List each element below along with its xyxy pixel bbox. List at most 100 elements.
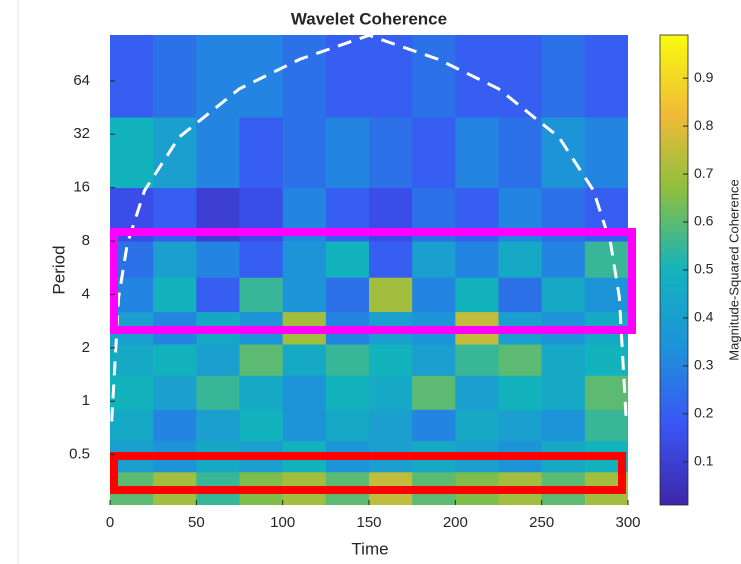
heatmap-cell <box>153 375 197 410</box>
heatmap-cell <box>455 375 499 410</box>
heatmap-cell <box>196 117 240 189</box>
x-tick-label: 250 <box>529 514 554 531</box>
heatmap-cell <box>412 117 456 189</box>
x-axis-label: Time <box>351 539 388 558</box>
heatmap-cell <box>541 241 586 278</box>
x-tick-label: 150 <box>356 514 381 531</box>
heatmap-cell <box>498 344 543 376</box>
y-tick-label: 1 <box>82 392 90 409</box>
heatmap-cell <box>282 277 327 313</box>
heatmap-cell <box>584 117 628 189</box>
heatmap-cell <box>541 344 586 376</box>
heatmap-cell <box>110 35 154 118</box>
cone-of-influence <box>110 35 628 422</box>
heatmap-cell <box>498 277 543 313</box>
heatmap-cell <box>239 409 284 442</box>
heatmap-cell <box>110 344 154 376</box>
heatmap-cell <box>584 409 628 442</box>
heatmap-cell <box>369 117 413 189</box>
heatmap-cell <box>498 117 543 189</box>
heatmap-cell <box>282 375 327 410</box>
colorbar-tick-label: 0.2 <box>694 405 714 421</box>
heatmap-cell <box>369 409 413 442</box>
heatmap-cell <box>282 35 327 118</box>
heatmap-cell <box>498 375 543 410</box>
y-tick-label: 0.5 <box>69 446 90 463</box>
colorbar-tick-label: 0.9 <box>694 69 714 85</box>
heatmap-cell <box>369 277 413 313</box>
heatmap-cell <box>282 409 327 442</box>
heatmap-cell <box>239 35 284 118</box>
y-tick-label: 64 <box>73 72 90 89</box>
heatmap-cell <box>584 277 628 313</box>
heatmap-cell <box>412 375 456 410</box>
heatmap-cell <box>239 344 284 376</box>
heatmap-cell <box>196 35 240 118</box>
highlight-box-red <box>110 452 626 494</box>
heatmap-cell <box>455 241 499 278</box>
y-axis-label: Period <box>49 245 68 294</box>
heatmap-cell <box>541 375 586 410</box>
heatmap-cell <box>412 409 456 442</box>
heatmap-cell <box>584 375 628 410</box>
heatmap-cell <box>239 117 284 189</box>
colorbar-tick-label: 0.3 <box>694 357 714 373</box>
heatmap-cell <box>153 35 197 118</box>
colorbar-tick-label: 0.6 <box>694 213 714 229</box>
y-tick-label: 2 <box>82 339 90 356</box>
x-tick-label: 300 <box>615 514 640 531</box>
heatmap-cell <box>282 241 327 278</box>
heatmap-cell <box>584 344 628 376</box>
x-tick-label: 200 <box>443 514 468 531</box>
cone-of-influence-group <box>110 35 628 422</box>
heatmap-cell <box>110 409 154 442</box>
heatmap-cell <box>584 241 628 278</box>
heatmap-cell <box>498 35 543 118</box>
heatmap-cell <box>412 344 456 376</box>
heatmap-cell <box>153 277 197 313</box>
heatmap-cell <box>325 277 370 313</box>
colorbar-tick-label: 0.1 <box>694 453 714 469</box>
heatmap-cell <box>412 241 456 278</box>
heatmap-cell <box>584 35 628 118</box>
colorbar-tick-label: 0.4 <box>694 309 714 325</box>
colorbar-tick-label: 0.5 <box>694 261 714 277</box>
heatmap-cell <box>282 117 327 189</box>
y-tick-label: 32 <box>73 125 90 142</box>
heatmap-cell <box>282 344 327 376</box>
heatmap-cell <box>196 375 240 410</box>
heatmap-cell <box>455 344 499 376</box>
highlight-box-magenta <box>110 228 636 334</box>
heatmap-cell <box>498 241 543 278</box>
heatmap-cell <box>110 117 154 189</box>
heatmap-cell <box>455 409 499 442</box>
heatmap-cell <box>196 344 240 376</box>
heatmap-cell <box>239 241 284 278</box>
heatmap-cell <box>541 35 586 118</box>
heatmap-cell <box>541 277 586 313</box>
heatmap-cell <box>412 277 456 313</box>
heatmap-cell <box>325 117 370 189</box>
heatmap-cell <box>325 241 370 278</box>
heatmap-cell <box>412 35 456 118</box>
heatmap-cell <box>455 117 499 189</box>
heatmap-cell <box>541 409 586 442</box>
heatmap-cell <box>239 277 284 313</box>
x-tick-label: 100 <box>270 514 295 531</box>
y-tick-label: 8 <box>82 232 90 249</box>
heatmap-cell <box>498 409 543 442</box>
heatmap-cell <box>239 375 284 410</box>
heatmap-cell <box>153 241 197 278</box>
heatmap-cell <box>153 409 197 442</box>
heatmap-cell <box>455 35 499 118</box>
heatmap-cell <box>325 375 370 410</box>
heatmap-cell <box>196 409 240 442</box>
heatmap-cell <box>196 241 240 278</box>
y-tick-label: 16 <box>73 179 90 196</box>
colorbar-label: Magnitude-Squared Coherence <box>726 179 741 360</box>
heatmap-cell <box>455 277 499 313</box>
heatmap-cell <box>153 344 197 376</box>
colorbar-tick-label: 0.7 <box>694 165 714 181</box>
heatmap-cell <box>369 344 413 376</box>
